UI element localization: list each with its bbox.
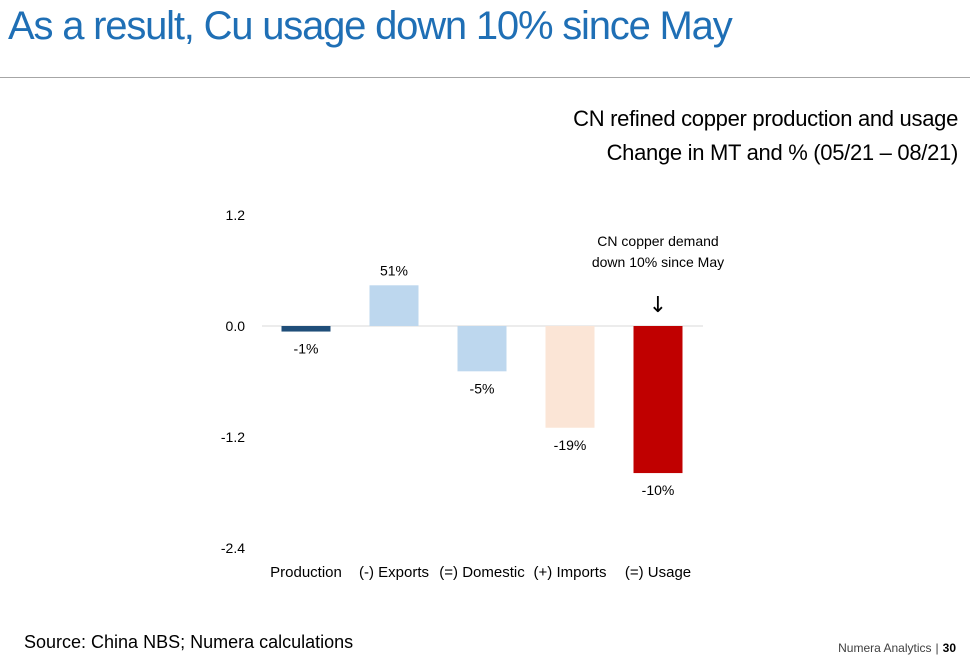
y-tick-label: -1.2 [221, 429, 245, 445]
bar-data-label: 51% [380, 262, 408, 278]
x-category-label: (-) Exports [359, 564, 429, 581]
bar-2 [457, 326, 507, 372]
x-category-label: (=) Domestic [439, 564, 525, 581]
x-category-label: (+) Imports [534, 564, 607, 581]
x-category-label: (=) Usage [625, 564, 691, 581]
footer-brand: Numera Analytics [838, 641, 932, 655]
title-divider [0, 77, 970, 78]
bar-4 [633, 326, 683, 474]
chart-subtitle-block: CN refined copper production and usage C… [573, 102, 958, 170]
y-tick-label: -2.4 [221, 540, 245, 556]
footer: Numera Analytics | 30 [838, 641, 956, 655]
chart-units-label: Change in MT and % (05/21 – 08/21) [606, 140, 959, 165]
chart-title: CN refined copper production and usage [573, 106, 958, 131]
page-number: 30 [942, 641, 956, 655]
annotation-line-2: down 10% since May [592, 254, 724, 270]
annotation-line-1: CN copper demand [597, 233, 718, 249]
source-note: Source: China NBS; Numera calculations [24, 632, 354, 652]
bar-3 [545, 326, 595, 428]
bar-chart: 1.2 0.0 -1.2 -2.4 Production -1% (-) Exports 51… [221, 207, 724, 581]
bar-1 [369, 285, 419, 326]
bar-0 [281, 326, 331, 332]
bar-data-label: -1% [294, 341, 319, 357]
bar-data-label: -10% [642, 482, 675, 498]
y-tick-label: 0.0 [226, 318, 246, 334]
footer-separator: | [935, 641, 939, 655]
bar-data-label: -5% [470, 380, 495, 396]
y-tick-label: 1.2 [226, 207, 246, 223]
annotation-arrow-icon: ↓ [649, 293, 667, 318]
bar-data-label: -19% [554, 437, 587, 453]
page-title: As a result, Cu usage down 10% since May [8, 4, 733, 48]
x-category-label: Production [270, 564, 342, 581]
